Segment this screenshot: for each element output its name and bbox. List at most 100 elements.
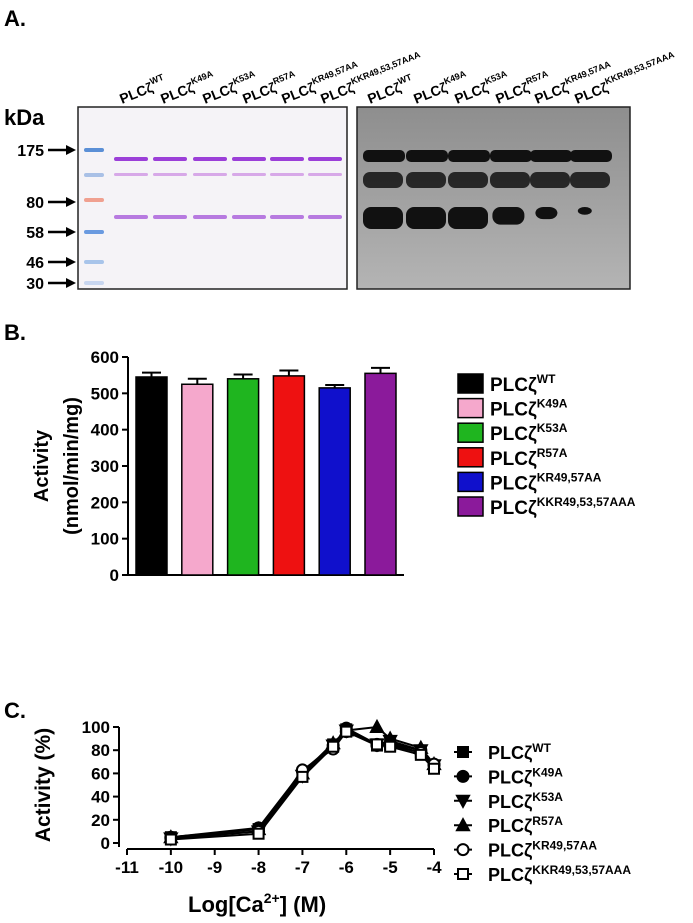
x-axis-label-part: 2+ xyxy=(264,890,280,906)
legend-label: PLCζK53A xyxy=(490,421,568,445)
x-tick-label: -5 xyxy=(383,858,398,877)
blot-band xyxy=(577,207,592,215)
bar xyxy=(318,387,351,576)
blot-band xyxy=(406,150,448,162)
marker xyxy=(384,740,397,753)
y-tick-label: 500 xyxy=(91,384,119,403)
panel-label: C. xyxy=(4,698,26,723)
legend-label-part: PLCζ xyxy=(488,865,532,886)
marker-arrowhead xyxy=(66,197,76,207)
legend-label-part: KR49,57AA xyxy=(532,839,597,853)
x-axis-label: Log[Ca2+] (M) xyxy=(188,890,326,917)
y-tick-label: 80 xyxy=(91,741,110,760)
legend-swatch xyxy=(457,397,484,419)
legend-label-part: PLCζ xyxy=(490,424,537,445)
marker xyxy=(370,738,383,751)
y-axis-label: (nmol/min/mg) xyxy=(61,397,83,535)
legend-swatch xyxy=(457,422,484,443)
gel-band xyxy=(270,215,304,219)
blot-band xyxy=(490,150,532,162)
bar xyxy=(226,378,260,576)
y-axis-label: Activity (%) xyxy=(32,728,55,842)
marker-label: 58 xyxy=(26,225,44,242)
ladder-band xyxy=(84,148,104,152)
blot-image xyxy=(356,106,631,290)
marker-label: 80 xyxy=(26,195,44,212)
ladder-band xyxy=(84,281,104,285)
gel-band xyxy=(153,157,187,161)
blot-band xyxy=(363,207,403,229)
blot-band xyxy=(406,207,446,229)
blot-band xyxy=(363,150,405,162)
legend-label-part: PLCζ xyxy=(488,816,532,837)
legend-label-part: KR49,57AA xyxy=(537,470,602,484)
legend-label-part: PLCζ xyxy=(490,473,537,494)
blot-band xyxy=(535,207,558,220)
ladder-band xyxy=(84,173,104,177)
x-tick-label: -6 xyxy=(339,858,354,877)
legend-label-part: PLCζ xyxy=(488,841,532,862)
y-axis-label: Activity xyxy=(31,429,53,502)
legend-swatch xyxy=(457,471,484,493)
gel-band xyxy=(232,215,266,219)
y-tick-label: 20 xyxy=(91,811,110,830)
legend-label: PLCζWT xyxy=(488,741,552,764)
legend-marker xyxy=(455,817,471,832)
x-axis-label-part: Log[Ca xyxy=(188,892,265,917)
legend-marker xyxy=(457,746,469,758)
x-tick-label: -10 xyxy=(159,858,184,877)
marker xyxy=(164,833,177,846)
marker-arrowhead xyxy=(66,257,76,267)
bar xyxy=(181,383,214,576)
legend-marker xyxy=(455,794,471,809)
gel-band xyxy=(308,157,342,161)
legend-label-part: K49A xyxy=(537,397,568,411)
gel-band xyxy=(114,215,148,219)
panel-label: A. xyxy=(4,6,26,31)
blot-band xyxy=(492,207,525,225)
legend-label-part: K53A xyxy=(537,421,568,435)
legend-label-part: PLCζ xyxy=(488,767,532,788)
legend-label: PLCζR57A xyxy=(488,814,563,837)
gel-band xyxy=(270,173,304,176)
marker xyxy=(252,827,265,840)
x-tick-label: -4 xyxy=(426,858,442,877)
marker xyxy=(414,748,427,761)
gel-band xyxy=(114,157,148,161)
legend-marker xyxy=(456,769,470,783)
legend-swatch xyxy=(457,496,484,517)
panel-label: B. xyxy=(4,320,26,345)
blot-band xyxy=(530,150,572,162)
gel-band xyxy=(232,173,266,176)
legend-label: PLCζKKR49,53,57AAA xyxy=(488,863,631,886)
y-tick-label: 600 xyxy=(91,348,119,367)
legend-label: PLCζK53A xyxy=(488,790,563,813)
legend-label: PLCζWT xyxy=(490,372,556,396)
ladder-band xyxy=(84,230,104,234)
legend-swatch xyxy=(457,373,484,394)
y-tick-label: 60 xyxy=(91,764,110,783)
marker-arrowhead xyxy=(66,145,76,155)
legend-label-part: KKR49,53,57AAA xyxy=(537,495,636,509)
gel-band xyxy=(193,173,227,176)
y-tick-label: 200 xyxy=(91,493,119,512)
legend-marker xyxy=(456,843,470,857)
legend-label: PLCζKR49,57AA xyxy=(488,839,597,862)
blot-band xyxy=(363,172,403,188)
x-tick-label: -11 xyxy=(115,858,139,877)
gel-band xyxy=(193,157,227,161)
legend-label-part: KKR49,53,57AAA xyxy=(532,863,631,877)
marker-label: 46 xyxy=(26,255,44,272)
blot-band xyxy=(448,207,488,229)
y-tick-label: 40 xyxy=(91,788,110,807)
blot-band xyxy=(448,172,488,188)
bar xyxy=(364,372,397,576)
blot-band xyxy=(406,172,446,188)
gel-band xyxy=(114,173,148,176)
blot-band xyxy=(448,150,490,162)
legend-label: PLCζKR49,57AA xyxy=(490,470,602,494)
legend-label-part: WT xyxy=(532,741,551,755)
y-tick-label: 300 xyxy=(91,457,119,476)
legend-label-part: R57A xyxy=(532,814,563,828)
